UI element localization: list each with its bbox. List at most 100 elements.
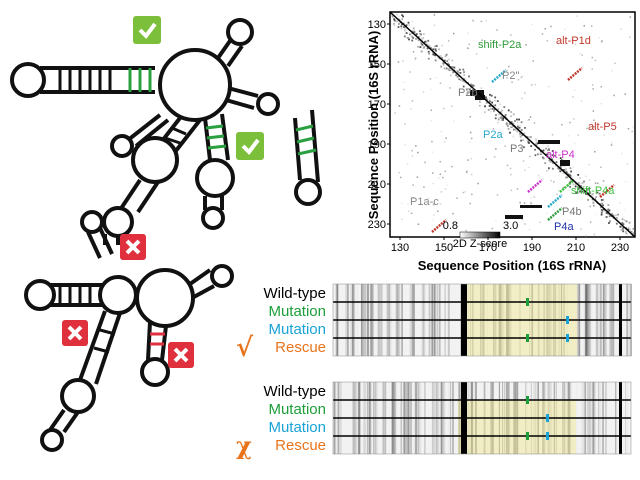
contact-mark <box>470 158 472 160</box>
rna-structure-wildtype <box>10 18 280 245</box>
contact-mark <box>408 38 410 41</box>
y-tick-label: 170 <box>368 99 386 111</box>
contact-mark <box>547 145 549 147</box>
contact-mark <box>427 57 430 60</box>
contact-mark <box>410 212 413 214</box>
contact-mark <box>530 145 533 147</box>
contact-mark <box>495 148 497 150</box>
contact-mark <box>510 111 513 113</box>
colorbar-min: 0.8 <box>443 220 458 232</box>
contact-mark <box>587 188 590 191</box>
contact-mark <box>495 220 497 222</box>
contact-mark <box>441 44 443 47</box>
contact-mark <box>429 88 432 91</box>
contact-mark <box>506 125 509 127</box>
contact-mark <box>449 68 452 71</box>
contact-mark <box>596 191 599 194</box>
contact-mark <box>480 20 483 23</box>
contact-mark <box>463 71 465 73</box>
contact-mark <box>453 32 455 35</box>
contact-mark <box>400 27 403 30</box>
contact-mark <box>493 156 496 158</box>
success-symbol: √ <box>236 333 254 363</box>
contact-mark <box>537 153 539 156</box>
contact-mark <box>591 84 594 86</box>
contact-mark <box>593 119 595 122</box>
contact-mark <box>472 19 474 22</box>
x-tick-label: 190 <box>523 242 541 254</box>
contact-mark <box>402 60 404 62</box>
contact-mark <box>546 170 548 172</box>
contact-mark <box>402 15 404 18</box>
contact-mark <box>499 111 502 114</box>
close-icon <box>125 239 141 255</box>
check-icon <box>138 22 157 40</box>
contact-mark <box>470 173 473 176</box>
contact-mark <box>443 67 446 70</box>
contact-mark <box>417 151 419 154</box>
contact-mark <box>497 118 500 121</box>
contact-mark <box>398 105 401 107</box>
contact-mark <box>467 159 469 161</box>
contact-mark <box>600 102 602 105</box>
contact-mark <box>520 121 523 124</box>
contact-mark <box>541 156 544 159</box>
contact-mark <box>455 74 458 76</box>
contact-mark <box>608 209 611 212</box>
contact-mark <box>440 65 443 68</box>
contact-mark <box>576 191 579 194</box>
y-axis-label: Sequence Position (16S rRNA) <box>366 31 381 220</box>
contact-mark <box>558 168 560 170</box>
contact-mark <box>625 232 628 235</box>
contact-mark <box>592 110 595 112</box>
contact-mark <box>572 96 574 98</box>
contact-mark <box>533 122 536 124</box>
contact-mark <box>400 25 403 28</box>
x-axis-label: Sequence Position (16S rRNA) <box>418 258 607 273</box>
contact-mark <box>485 101 488 104</box>
contact-mark <box>417 223 420 225</box>
contact-mark <box>507 109 510 112</box>
rescue-marker <box>526 432 529 440</box>
mutation-marker <box>566 316 569 324</box>
contact-mark <box>500 112 503 115</box>
contact-mark <box>570 170 572 173</box>
contact-mark <box>585 189 588 192</box>
contact-mark <box>570 179 572 182</box>
contact-mark <box>496 194 499 196</box>
contact-mark <box>435 77 437 79</box>
contact-mark <box>444 170 446 172</box>
contact-mark <box>585 193 587 195</box>
contact-mark <box>516 121 519 123</box>
contact-mark <box>569 121 571 124</box>
helix-diagonal <box>559 179 575 193</box>
contact-mark <box>600 199 603 201</box>
contact-mark <box>479 104 481 107</box>
contact-mark <box>413 31 416 33</box>
contact-mark <box>549 161 552 163</box>
contact-mark <box>555 161 558 163</box>
contact-mark <box>531 84 533 86</box>
contact-mark <box>631 231 634 234</box>
contact-mark <box>600 41 603 43</box>
contact-mark <box>544 28 546 30</box>
contact-mark <box>587 199 589 201</box>
contact-mark <box>420 50 423 53</box>
contact-mark <box>409 33 411 36</box>
contact-mark <box>396 20 399 23</box>
contact-mark <box>580 100 583 102</box>
contact-mark <box>600 213 603 216</box>
contact-block <box>520 205 542 208</box>
contact-mark <box>588 163 590 166</box>
contact-mark <box>565 168 568 170</box>
contact-mark <box>448 64 450 67</box>
contact-mark <box>404 28 407 31</box>
helix-annotation: alt-P5 <box>588 121 617 133</box>
contact-mark <box>627 227 630 229</box>
contact-mark <box>411 20 414 23</box>
contact-mark <box>629 16 631 18</box>
contact-mark <box>452 66 455 69</box>
contact-mark <box>399 176 402 179</box>
contact-mark <box>550 158 553 161</box>
contact-mark <box>445 137 447 139</box>
